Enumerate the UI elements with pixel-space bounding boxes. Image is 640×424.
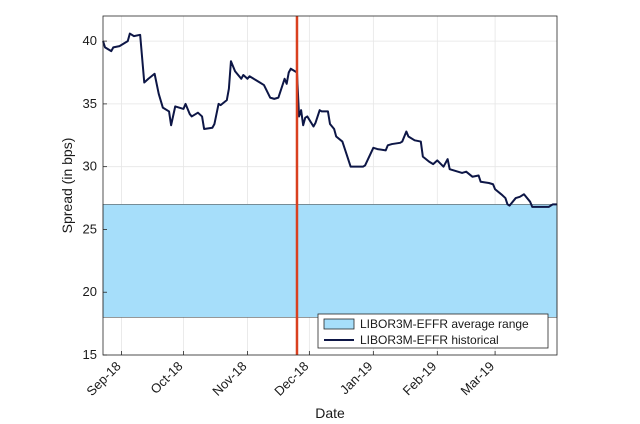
x-axis: Sep-18 Oct-18 Nov-18 Dec-18 Jan-19 Feb-19 Mar-… xyxy=(83,351,497,399)
y-tick-label-15: 15 xyxy=(83,347,97,362)
x-tick-label-jan-19: Jan-19 xyxy=(337,359,376,398)
legend: LIBOR3M-EFFR average range LIBOR3M-EFFR … xyxy=(317,313,549,349)
x-tick-label-mar-19: Mar-19 xyxy=(457,359,497,399)
y-tick-label-35: 35 xyxy=(83,96,97,111)
series-line-0 xyxy=(102,32,557,208)
x-tick-label-dec-18: Dec-18 xyxy=(271,359,311,399)
legend-box xyxy=(317,313,549,349)
y-tick-label-25: 25 xyxy=(83,221,97,236)
y-tick-label-30: 30 xyxy=(83,159,97,174)
x-tick-label-sep-18: Sep-18 xyxy=(83,359,123,399)
y-axis-label: Spread (in bps) xyxy=(59,138,75,234)
plot-frame xyxy=(102,15,558,356)
legend-band-label: LIBOR3M-EFFR average range xyxy=(360,317,529,331)
y-tick-label-40: 40 xyxy=(83,33,97,48)
legend-band-swatch xyxy=(323,318,355,330)
x-tick-label-nov-18: Nov-18 xyxy=(209,359,249,399)
y-tick-label-20: 20 xyxy=(83,284,97,299)
x-tick-label-oct-18: Oct-18 xyxy=(147,359,185,397)
average-range-band xyxy=(102,204,558,318)
series-layer xyxy=(102,32,557,208)
y-axis: 15 20 25 30 35 40 xyxy=(83,33,107,362)
x-axis-label: Date xyxy=(315,405,345,421)
legend-series-label: LIBOR3M-EFFR historical xyxy=(360,333,499,347)
average-range-band-layer xyxy=(102,204,558,318)
x-tick-label-feb-19: Feb-19 xyxy=(400,359,440,399)
